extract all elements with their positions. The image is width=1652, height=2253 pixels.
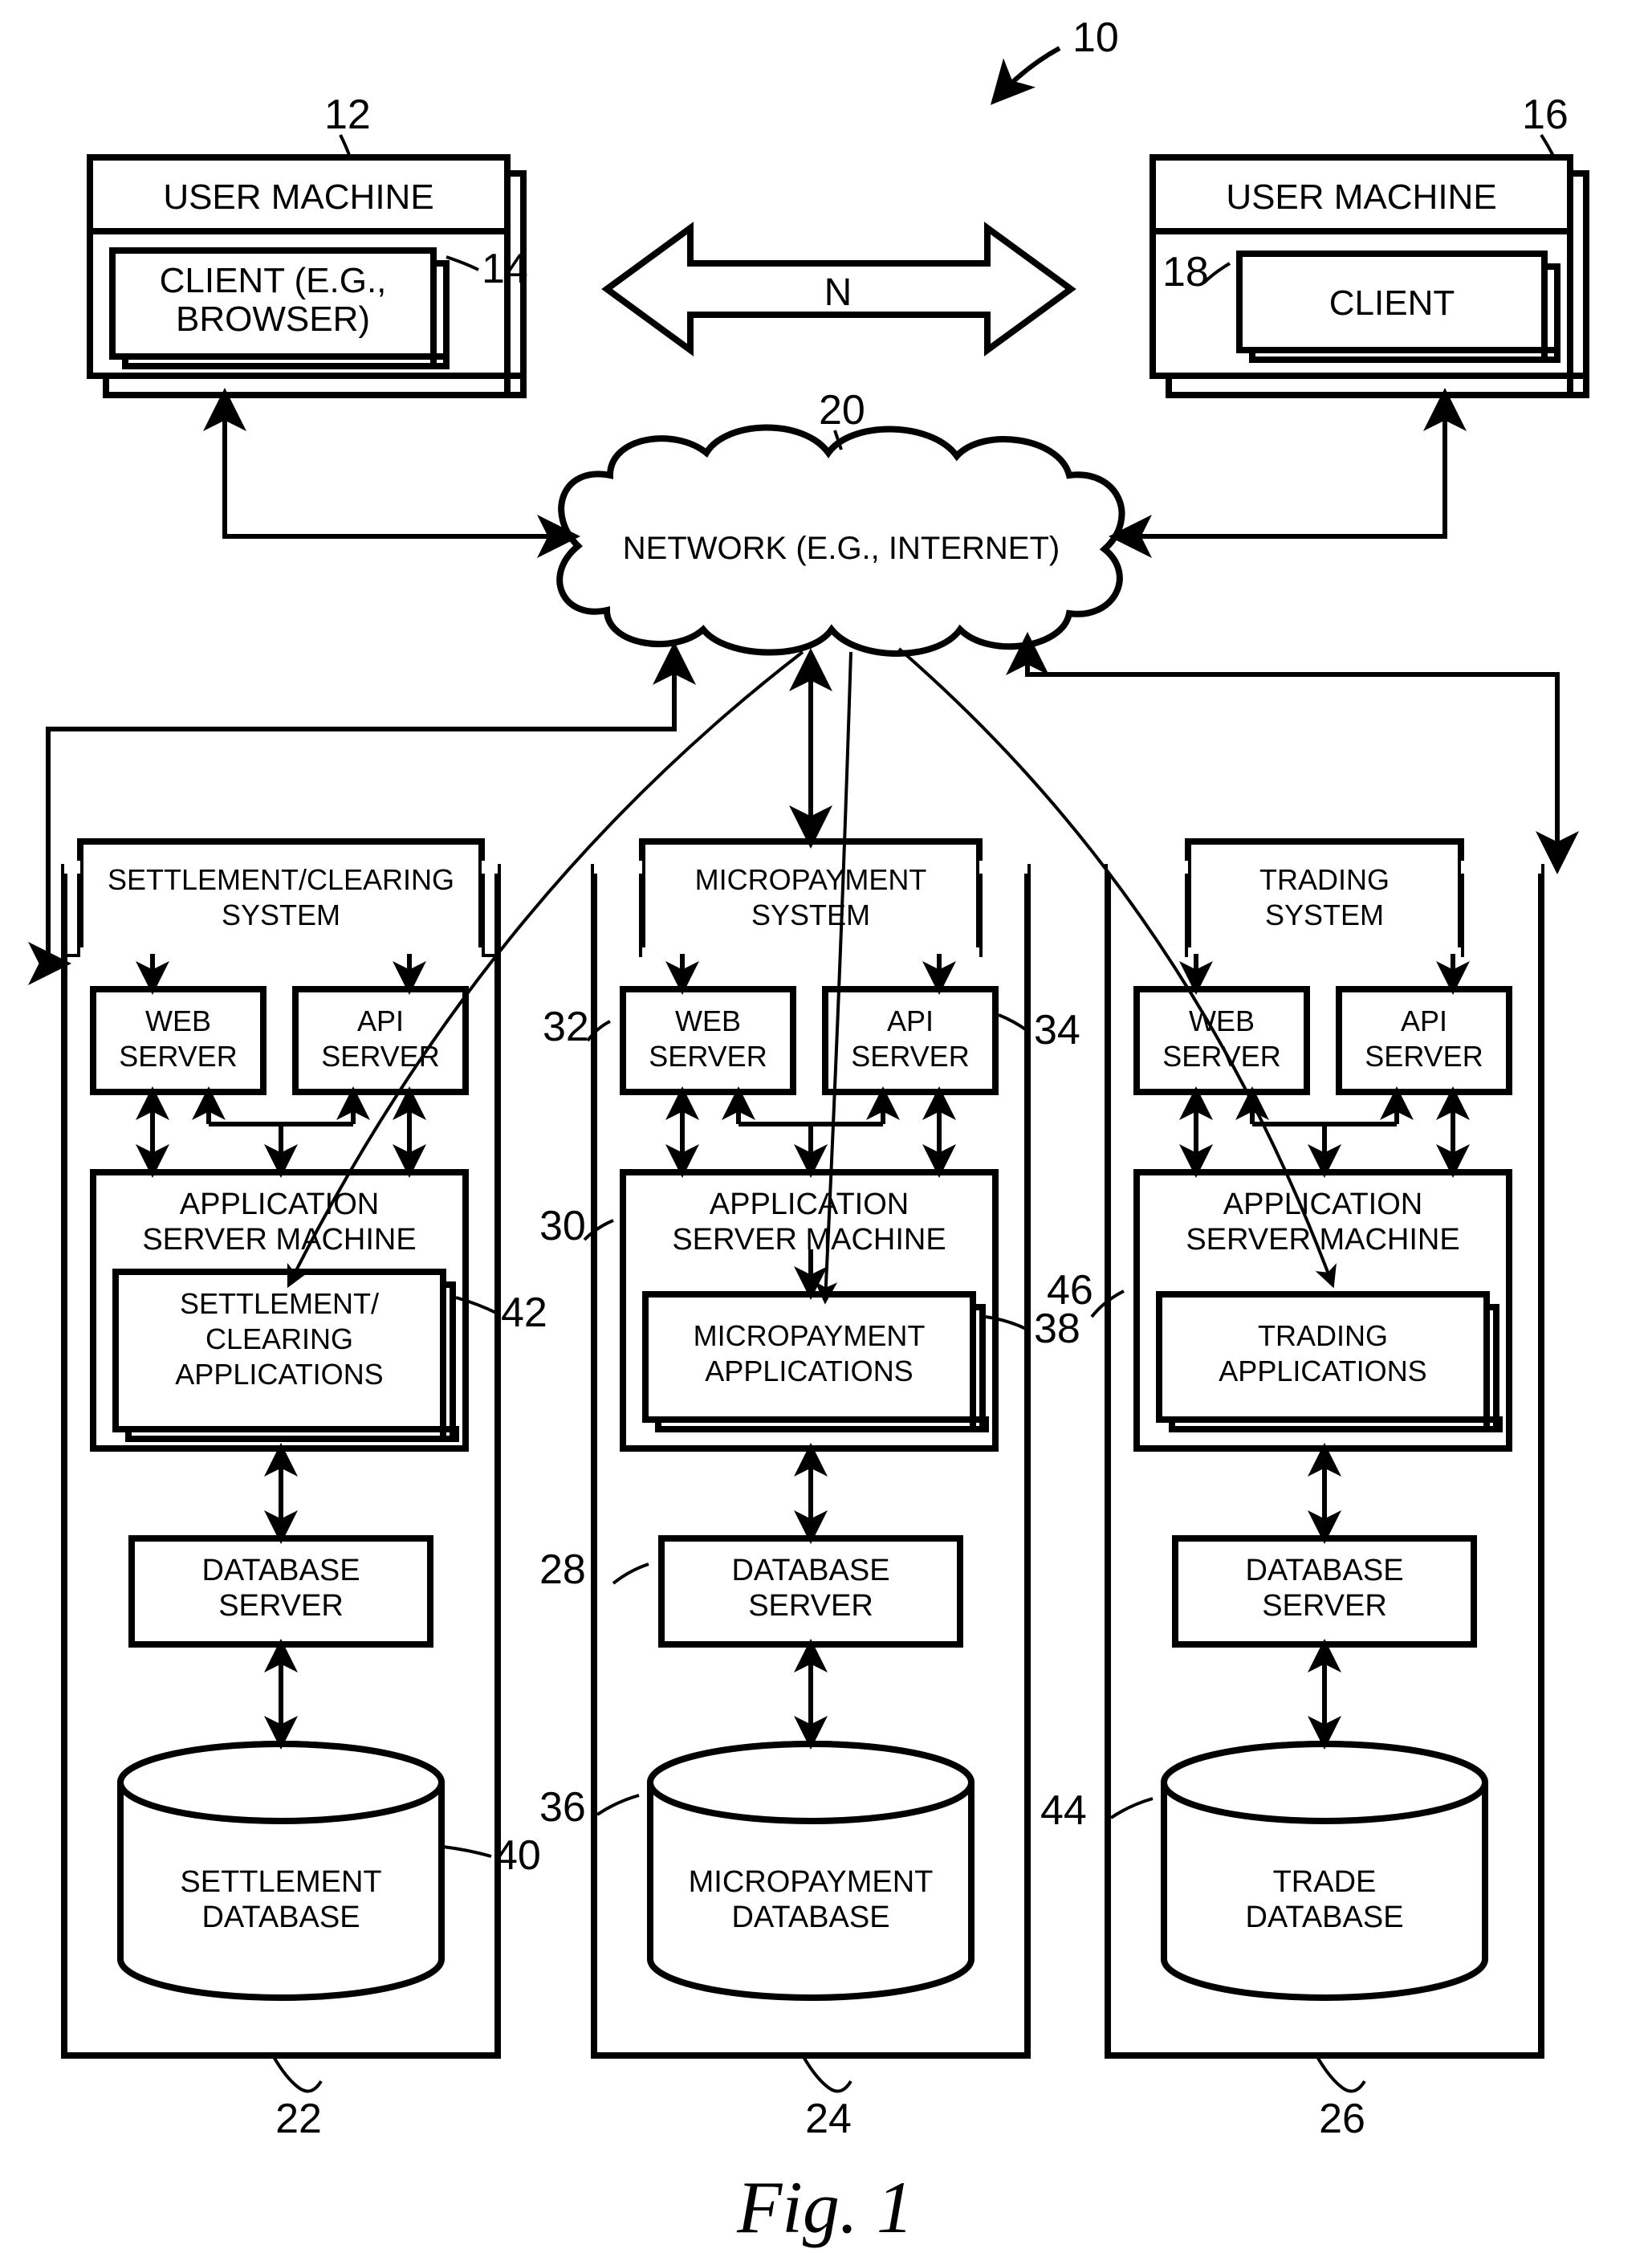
trade-title-1: TRADING bbox=[1259, 863, 1390, 896]
ref-36: 36 bbox=[539, 1784, 586, 1831]
svg-text:WEB: WEB bbox=[145, 1004, 211, 1037]
svg-text:SETTLEMENT: SETTLEMENT bbox=[180, 1865, 381, 1899]
ref-26: 26 bbox=[1319, 2096, 1365, 2142]
svg-text:MICROPAYMENT: MICROPAYMENT bbox=[694, 1319, 926, 1352]
micro-title-1: MICROPAYMENT bbox=[695, 863, 927, 896]
ref-20: 20 bbox=[819, 387, 865, 434]
svg-text:DATABASE: DATABASE bbox=[731, 1554, 889, 1587]
arrow-letter: N bbox=[824, 271, 852, 314]
svg-text:APPLICATIONS: APPLICATIONS bbox=[705, 1355, 913, 1387]
svg-text:WEB: WEB bbox=[675, 1004, 741, 1037]
micropayment-database: MICROPAYMENT DATABASE bbox=[650, 1744, 971, 1998]
svg-text:DATABASE: DATABASE bbox=[1245, 1554, 1403, 1587]
micro-title-2: SYSTEM bbox=[751, 898, 870, 931]
ref-22: 22 bbox=[275, 2096, 322, 2142]
ref-34: 34 bbox=[1034, 1007, 1080, 1053]
user-machine-left-label: USER MACHINE bbox=[163, 177, 433, 217]
ref-28: 28 bbox=[539, 1546, 586, 1593]
network-double-arrow: N bbox=[607, 228, 1071, 350]
trade-database: TRADE DATABASE bbox=[1164, 1744, 1485, 1998]
settlement-title-1: SETTLEMENT/CLEARING bbox=[108, 863, 454, 896]
ref-42: 42 bbox=[501, 1289, 547, 1336]
svg-text:MICROPAYMENT: MICROPAYMENT bbox=[689, 1865, 934, 1899]
svg-text:DATABASE: DATABASE bbox=[201, 1901, 360, 1934]
client-left-label-1: CLIENT (E.G., bbox=[160, 261, 387, 300]
ref-24: 24 bbox=[805, 2096, 852, 2142]
ref-32: 32 bbox=[543, 1004, 589, 1050]
ref-44: 44 bbox=[1040, 1787, 1087, 1834]
svg-text:TRADE: TRADE bbox=[1273, 1865, 1377, 1899]
svg-text:APPLICATIONS: APPLICATIONS bbox=[175, 1358, 383, 1391]
svg-text:SERVER MACHINE: SERVER MACHINE bbox=[1186, 1223, 1459, 1257]
svg-text:SERVER MACHINE: SERVER MACHINE bbox=[142, 1223, 416, 1257]
edge-cloud-trade bbox=[1027, 639, 1557, 867]
svg-text:SERVER: SERVER bbox=[1262, 1589, 1387, 1623]
figure-caption: Fig. 1 bbox=[736, 2166, 913, 2248]
settlement-database: SETTLEMENT DATABASE bbox=[120, 1744, 441, 1998]
svg-text:DATABASE: DATABASE bbox=[1245, 1901, 1403, 1934]
svg-text:APPLICATION: APPLICATION bbox=[180, 1188, 379, 1221]
svg-text:APPLICATIONS: APPLICATIONS bbox=[1219, 1355, 1426, 1387]
svg-text:WEB: WEB bbox=[1189, 1004, 1255, 1037]
edge-userL-cloud bbox=[225, 395, 573, 536]
trade-title-2: SYSTEM bbox=[1265, 898, 1384, 931]
ref-18: 18 bbox=[1162, 249, 1209, 295]
svg-text:DATABASE: DATABASE bbox=[201, 1554, 360, 1587]
user-machine-left: USER MACHINE CLIENT (E.G., BROWSER) bbox=[90, 157, 523, 395]
ref-14: 14 bbox=[482, 246, 528, 292]
svg-text:API: API bbox=[887, 1004, 934, 1037]
user-machine-right-label: USER MACHINE bbox=[1226, 177, 1496, 217]
ref-16: 16 bbox=[1522, 92, 1569, 138]
svg-text:SETTLEMENT/: SETTLEMENT/ bbox=[180, 1287, 379, 1320]
network-cloud: NETWORK (E.G., INTERNET) bbox=[559, 427, 1121, 654]
ref-10: 10 bbox=[1072, 14, 1119, 61]
svg-text:SERVER: SERVER bbox=[649, 1040, 767, 1073]
svg-text:SERVER: SERVER bbox=[218, 1589, 344, 1623]
svg-text:SERVER: SERVER bbox=[851, 1040, 969, 1073]
svg-text:API: API bbox=[357, 1004, 404, 1037]
svg-text:API: API bbox=[1401, 1004, 1447, 1037]
settlement-title-2: SYSTEM bbox=[222, 898, 340, 931]
ref-12: 12 bbox=[324, 92, 371, 138]
edge-userR-cloud bbox=[1116, 395, 1445, 536]
svg-text:SERVER: SERVER bbox=[748, 1589, 873, 1623]
svg-text:APPLICATION: APPLICATION bbox=[1223, 1188, 1422, 1221]
svg-text:CLEARING: CLEARING bbox=[205, 1322, 353, 1355]
svg-text:SERVER: SERVER bbox=[119, 1040, 237, 1073]
ref-10-arrow: 10 bbox=[995, 14, 1119, 100]
svg-text:DATABASE: DATABASE bbox=[731, 1901, 889, 1934]
user-machine-right: USER MACHINE CLIENT bbox=[1153, 157, 1586, 395]
ref-40: 40 bbox=[494, 1832, 541, 1879]
client-right-label: CLIENT bbox=[1329, 283, 1455, 323]
ref-30: 30 bbox=[539, 1203, 586, 1249]
svg-text:APPLICATION: APPLICATION bbox=[710, 1188, 909, 1221]
svg-text:TRADING: TRADING bbox=[1258, 1319, 1388, 1352]
network-label: NETWORK (E.G., INTERNET) bbox=[623, 531, 1060, 566]
svg-text:SERVER: SERVER bbox=[1365, 1040, 1483, 1073]
ref-46: 46 bbox=[1047, 1267, 1093, 1314]
client-left-label-2: BROWSER) bbox=[176, 299, 370, 339]
